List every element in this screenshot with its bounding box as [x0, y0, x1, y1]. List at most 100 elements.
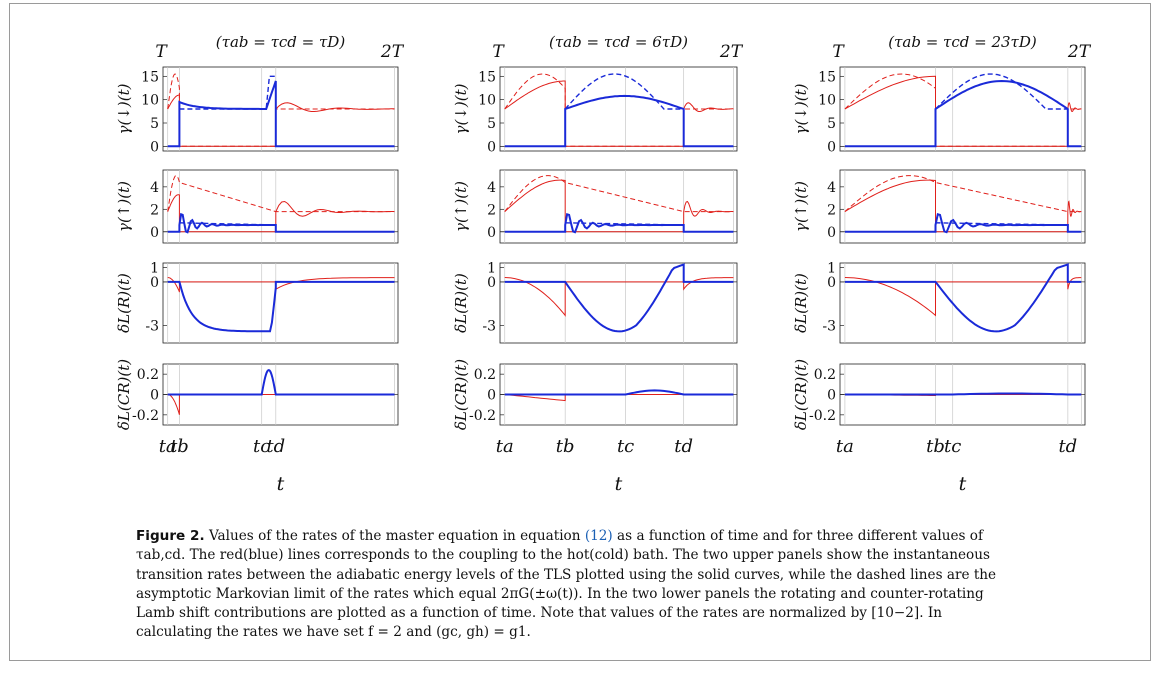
x-tick-label: tb — [926, 436, 945, 457]
hot-bath-rate-line — [844, 75, 1082, 147]
y-tick-label: 0 — [150, 139, 159, 155]
column-title: (τab = τcd = τD) — [216, 33, 346, 51]
y-tick-label: -0.2 — [469, 408, 496, 424]
period-start-label: T — [832, 42, 845, 62]
y-axis-label: δL(CR)(t) — [452, 359, 470, 430]
y-tick-label: 0 — [827, 139, 836, 155]
x-axis-label: t — [277, 473, 285, 495]
x-tick-label: tc — [253, 436, 270, 457]
panel-1-2 — [499, 262, 738, 344]
panel-0-2 — [162, 262, 399, 344]
panel-border — [162, 66, 399, 152]
caption-text-2: as a function of time and for three diff… — [136, 528, 997, 641]
y-tick-label: 0 — [827, 275, 836, 291]
y-tick-label: 2 — [150, 202, 159, 218]
hot-bath-rate-line — [167, 277, 395, 293]
y-axis-label: γ(↑)(t) — [452, 181, 470, 232]
y-axis-label: δL(CR)(t) — [115, 359, 133, 430]
x-tick-label: tb — [170, 436, 189, 457]
period-start-label: T — [155, 42, 168, 62]
y-tick-label: -3 — [822, 319, 836, 335]
y-tick-label: 15 — [818, 69, 836, 85]
y-tick-label: 0 — [487, 225, 496, 241]
period-end-label: 2T — [719, 42, 744, 62]
hot-bath-markovian-line — [844, 175, 1082, 213]
hot-bath-markovian-line — [504, 73, 734, 147]
y-tick-label: -3 — [482, 319, 496, 335]
y-tick-label: 0 — [150, 275, 159, 291]
column-title: (τab = τcd = 6τD) — [549, 33, 688, 51]
x-tick-label: ta — [159, 436, 177, 457]
hot-bath-rate-line — [504, 179, 734, 233]
panel-0-1 — [162, 169, 399, 244]
panel-border — [839, 169, 1086, 244]
x-tick-label: tb — [556, 436, 575, 457]
y-tick-label: 0 — [487, 275, 496, 291]
cold-bath-rate-line — [844, 263, 1082, 333]
y-tick-label: 4 — [487, 180, 496, 196]
y-tick-label: 5 — [150, 116, 159, 132]
hot-bath-markovian-line — [167, 73, 395, 147]
figure-plots: T 2T(τab = τcd = τD)051015γ(↓)(t)024γ(↑)(… — [115, 33, 1092, 495]
x-tick-label: td — [1058, 436, 1077, 457]
x-axis-label: t — [615, 473, 623, 495]
figure-frame — [9, 3, 1151, 661]
cold-bath-rate-line — [167, 80, 395, 148]
y-tick-label: 0 — [827, 388, 836, 404]
x-axis-label: t — [959, 473, 967, 495]
y-tick-label: 0 — [487, 139, 496, 155]
cold-bath-rate-line — [844, 392, 1082, 396]
y-tick-label: 5 — [827, 116, 836, 132]
cold-bath-rate-line — [167, 280, 395, 333]
panel-0-3 — [162, 363, 399, 426]
hot-bath-rate-line — [844, 179, 1082, 233]
y-tick-label: 0 — [487, 388, 496, 404]
panel-2-1 — [839, 169, 1086, 244]
y-tick-label: 0.2 — [814, 367, 836, 383]
figure-caption: Figure 2. Values of the rates of the mas… — [136, 527, 1016, 643]
y-axis-label: γ(↑)(t) — [792, 181, 810, 232]
y-axis-label: δL(CR)(t) — [792, 359, 810, 430]
equation-link[interactable]: (12) — [584, 528, 613, 544]
cold-bath-rate-line — [844, 213, 1082, 234]
hot-bath-rate-line — [167, 394, 395, 415]
hot-bath-rate-line — [167, 94, 395, 147]
cold-bath-rate-line — [504, 389, 734, 396]
panel-1-3 — [499, 363, 738, 426]
y-axis-label: δL(R)(t) — [452, 273, 470, 333]
y-tick-label: 0 — [150, 388, 159, 404]
x-tick-label: ta — [496, 436, 514, 457]
x-tick-label: td — [266, 436, 285, 457]
cold-bath-markovian-line — [564, 73, 684, 110]
y-tick-label: 15 — [478, 69, 496, 85]
cold-bath-rate-line — [844, 79, 1082, 148]
hot-bath-rate-line — [504, 394, 734, 402]
hot-bath-markovian-line — [844, 73, 1082, 147]
panel-border — [162, 262, 399, 344]
y-tick-label: -0.2 — [132, 408, 159, 424]
hot-bath-markovian-line — [167, 175, 395, 213]
hot-bath-rate-line — [504, 80, 734, 147]
hot-bath-rate-line — [167, 194, 395, 233]
y-tick-label: 0 — [827, 225, 836, 241]
panel-1-0 — [499, 66, 738, 152]
x-tick-label: tc — [617, 436, 634, 457]
y-tick-label: 10 — [141, 93, 159, 109]
y-axis-label: γ(↓)(t) — [115, 83, 133, 134]
y-tick-label: 4 — [150, 180, 159, 196]
caption-text-1: Values of the rates of the master equati… — [208, 528, 585, 544]
period-end-label: 2T — [1067, 42, 1092, 62]
y-tick-label: 1 — [827, 260, 836, 276]
y-tick-label: 10 — [818, 93, 836, 109]
y-axis-label: γ(↓)(t) — [452, 83, 470, 134]
y-tick-label: 2 — [487, 202, 496, 218]
cold-bath-rate-line — [167, 212, 395, 234]
cold-bath-rate-line — [167, 369, 395, 396]
y-tick-label: 15 — [141, 69, 159, 85]
panel-border — [162, 169, 399, 244]
y-tick-label: 1 — [150, 260, 159, 276]
cold-bath-rate-line — [504, 213, 734, 234]
panel-2-3 — [839, 363, 1086, 426]
period-start-label: T — [492, 42, 505, 62]
panel-border — [499, 262, 738, 344]
